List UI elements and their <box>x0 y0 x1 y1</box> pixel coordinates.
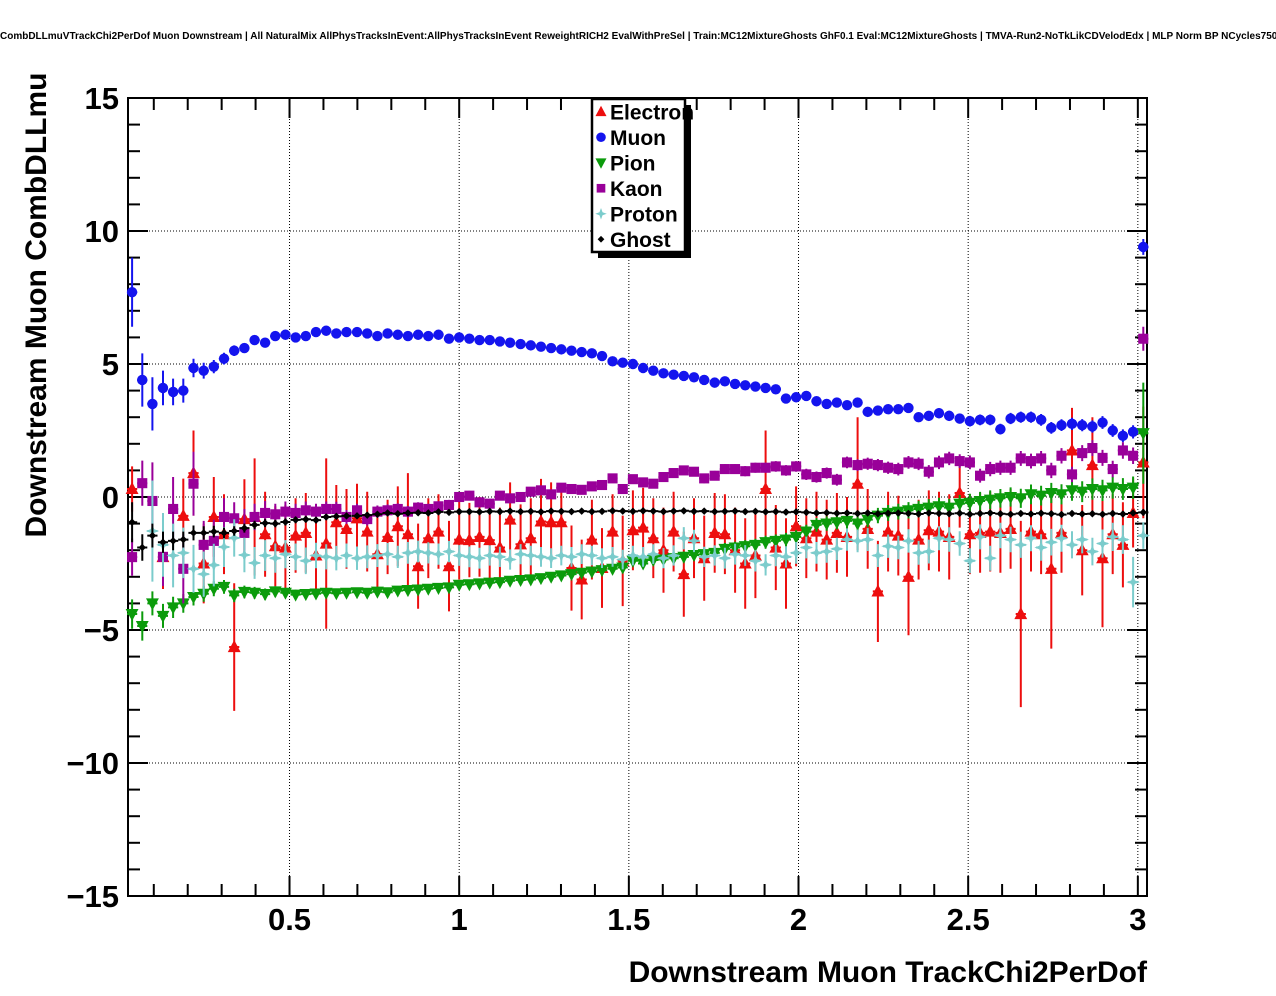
legend-entry-pion: Pion <box>595 152 656 175</box>
x-tick-label: 3 <box>1129 902 1146 937</box>
legend-entry-kaon: Kaon <box>596 178 663 201</box>
x-axis-tick-labels: 0.5 1 1.5 2 2.5 3 <box>268 902 1146 937</box>
legend-label: Kaon <box>610 178 663 201</box>
x-tick-label: 0.5 <box>268 902 311 937</box>
legend-entry-ghost: Ghost <box>597 229 671 252</box>
y-tick-label: −15 <box>66 879 119 914</box>
y-tick-label: −10 <box>66 746 119 781</box>
x-tick-label: 2.5 <box>947 902 990 937</box>
legend-label: Pion <box>610 152 656 175</box>
series-muon <box>126 239 1149 443</box>
legend-label: Proton <box>610 203 678 226</box>
error-bars <box>127 239 1149 443</box>
y-tick-label: 5 <box>102 347 119 382</box>
y-axis-tick-labels: −15 −10 −5 0 5 10 15 <box>66 81 119 914</box>
x-tick-label: 1.5 <box>607 902 650 937</box>
x-axis-title: Downstream Muon TrackChi2PerDof <box>629 956 1148 989</box>
series-kaon <box>127 326 1149 604</box>
legend-box <box>590 97 687 254</box>
legend-label: Ghost <box>610 229 671 252</box>
series-ghost <box>127 502 1149 561</box>
y-tick-label: −5 <box>84 613 119 648</box>
legend-entry-proton: Proton <box>595 203 678 226</box>
x-tick-label: 1 <box>451 902 468 937</box>
y-tick-label: 0 <box>102 480 119 515</box>
y-axis-title: Downstream Muon CombDLLmu <box>20 73 53 538</box>
x-tick-label: 2 <box>790 902 807 937</box>
chart-title: CombDLLmuVTrackChi2PerDof Muon Downstrea… <box>0 31 1276 42</box>
legend-entry-muon: Muon <box>596 127 666 150</box>
legend-entry-electron: Electron <box>595 101 694 124</box>
y-tick-label: 15 <box>85 81 119 116</box>
legend-label: Muon <box>610 127 666 150</box>
y-tick-label: 10 <box>85 214 119 249</box>
legend-label: Electron <box>610 101 694 124</box>
